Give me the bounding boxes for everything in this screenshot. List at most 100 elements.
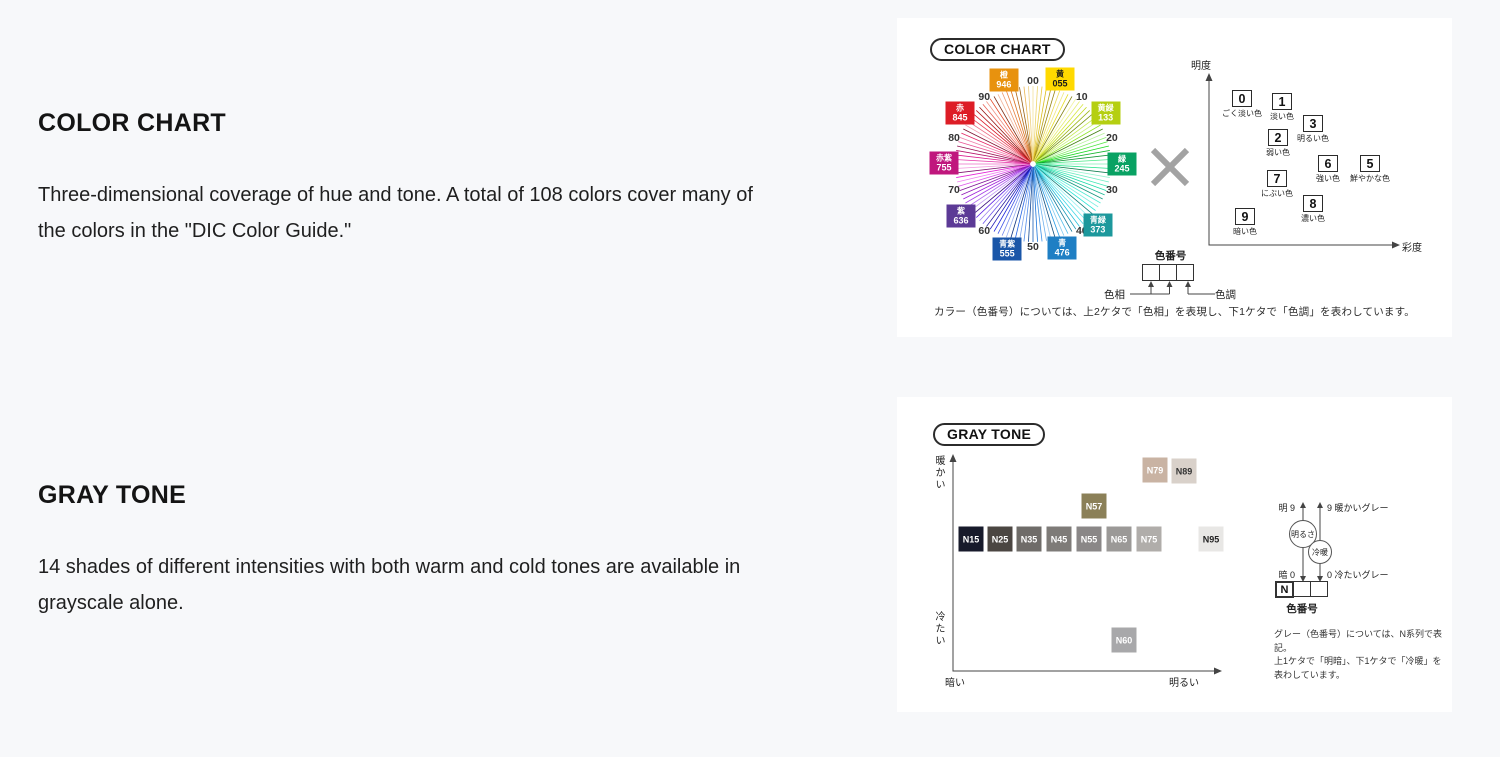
gray-tone-heading: GRAY TONE xyxy=(38,481,187,509)
tone-label: 鮮やかな色 xyxy=(1350,174,1390,183)
wheel-tick-10: 10 xyxy=(1075,90,1088,103)
hue-swatch-946: 橙 946 xyxy=(989,68,1019,92)
tone-box: 6 xyxy=(1318,155,1338,172)
bright-axis-label: 明るい xyxy=(1169,678,1199,689)
color-chart-heading: COLOR CHART xyxy=(38,109,227,137)
wheel-tick-20: 20 xyxy=(1106,132,1118,145)
color-number-connector xyxy=(1130,281,1215,295)
tone-box: 3 xyxy=(1303,115,1323,132)
n-prefix-cell: N xyxy=(1275,581,1294,598)
hue-swatch-code: 245 xyxy=(1114,163,1130,174)
hue-swatch-kanji: 赤 xyxy=(956,103,965,113)
tone-item-9: 9 暗い色 xyxy=(1233,208,1257,237)
hue-wheel-spokes xyxy=(955,86,1111,242)
color-chart-caption: カラー（色番号）については、上2ケタで「色相」を表現し、下1ケタで「色調」を表わ… xyxy=(934,306,1415,318)
tone-box: 7 xyxy=(1267,170,1287,187)
gray-tone-caption: グレー（色番号）については、N系列で表記。上1ケタで「明暗」、下1ケタで「冷暖」… xyxy=(1274,628,1452,682)
gray-caption-line: グレー（色番号）については、N系列で表記。 xyxy=(1274,629,1443,653)
gray-swatch-N55: N55 xyxy=(1076,526,1102,552)
tone-item-2: 2 弱い色 xyxy=(1266,129,1290,158)
gray-tone-badge: GRAY TONE xyxy=(933,423,1046,446)
wheel-tick-70: 70 xyxy=(948,183,960,196)
hue-swatch-code: 133 xyxy=(1098,112,1114,123)
wheel-tick-90: 90 xyxy=(978,90,991,103)
hue-swatch-kanji: 橙 xyxy=(999,70,1008,80)
hue-swatch-kanji: 青紫 xyxy=(999,239,1016,249)
tone-item-6: 6 強い色 xyxy=(1316,155,1340,184)
tone-box: 8 xyxy=(1303,195,1323,212)
warm-axis-label: 暖かい xyxy=(933,455,944,491)
hue-swatch-845: 赤 845 xyxy=(945,101,975,125)
gray-caption-line: 表わしています。 xyxy=(1274,669,1345,680)
hue-swatch-code: 845 xyxy=(952,112,968,123)
tone-label: 暗い色 xyxy=(1233,227,1257,236)
gray-color-number-label: 色番号 xyxy=(1286,603,1318,615)
hue-swatch-476: 青 476 xyxy=(1047,236,1077,260)
hue-swatch-755: 赤紫 755 xyxy=(929,151,959,175)
gray-number-boxes: N xyxy=(1275,581,1328,598)
multiply-icon xyxy=(1150,147,1190,187)
gray-swatch-N25: N25 xyxy=(987,526,1013,552)
tone-box: 0 xyxy=(1232,90,1252,107)
color-number-boxes xyxy=(1142,264,1194,281)
hue-swatch-kanji: 黄緑 xyxy=(1097,103,1114,113)
tone-label: 濃い色 xyxy=(1301,214,1325,223)
hue-swatch-kanji: 黄 xyxy=(1055,69,1064,79)
tone-label: 明るい色 xyxy=(1297,134,1329,143)
gray-swatch-N35: N35 xyxy=(1016,526,1042,552)
hue-swatch-055: 黄 055 xyxy=(1045,67,1075,91)
hue-swatch-code: 555 xyxy=(999,248,1015,259)
gray-number-cell xyxy=(1310,581,1328,597)
gray-swatch-N45: N45 xyxy=(1046,526,1072,552)
dark-axis-label: 暗い xyxy=(945,678,965,689)
hue-swatch-code: 373 xyxy=(1090,224,1106,235)
wheel-tick-00: 00 xyxy=(1027,75,1039,87)
tone-label: ごく淡い色 xyxy=(1222,109,1262,118)
gray-swatch-N75: N75 xyxy=(1136,526,1162,552)
gray-number-cell xyxy=(1293,581,1311,597)
hue-swatch-code: 476 xyxy=(1054,247,1070,258)
wheel-tick-60: 60 xyxy=(978,225,991,238)
color-number-cell xyxy=(1176,264,1194,281)
hue-swatch-245: 緑 245 xyxy=(1107,152,1137,176)
hue-swatch-kanji: 青 xyxy=(1058,238,1067,248)
color-chart-badge: COLOR CHART xyxy=(930,38,1065,61)
tone-item-8: 8 濃い色 xyxy=(1301,195,1325,224)
bright-9-label: 明 9 xyxy=(1278,503,1295,513)
tone-label: 淡い色 xyxy=(1270,112,1294,121)
tone-item-5: 5 鮮やかな色 xyxy=(1350,155,1390,184)
tone-item-0: 0 ごく淡い色 xyxy=(1222,90,1262,119)
warm-gray-9-label: 9 暖かいグレー xyxy=(1327,503,1389,513)
warm-cold-circle: 冷暖 xyxy=(1308,540,1332,564)
tone-label: にぶい色 xyxy=(1261,189,1293,198)
gray-swatch-N15: N15 xyxy=(958,526,984,552)
hue-swatch-code: 755 xyxy=(936,162,952,173)
tone-map-x-axis-label: 彩度 xyxy=(1402,243,1422,254)
gray-swatch-N95: N95 xyxy=(1198,526,1224,552)
tone-box: 9 xyxy=(1235,208,1255,225)
dark-0-label: 暗 0 xyxy=(1278,570,1295,580)
gray-swatch-N60: N60 xyxy=(1111,627,1137,653)
color-chart-description: Three-dimensional coverage of hue and to… xyxy=(38,184,753,242)
hue-swatch-code: 946 xyxy=(996,79,1012,90)
tone-box: 5 xyxy=(1360,155,1380,172)
tone-arrow-label: 色調 xyxy=(1215,289,1236,301)
cold-axis-label: 冷たい xyxy=(933,611,944,647)
hue-swatch-133: 黄緑 133 xyxy=(1091,101,1121,125)
hue-swatch-373: 青緑 373 xyxy=(1083,213,1113,237)
hue-swatch-555: 青紫 555 xyxy=(992,237,1022,261)
tone-item-7: 7 にぶい色 xyxy=(1261,170,1293,199)
gray-swatch-N89: N89 xyxy=(1171,458,1197,484)
color-chart-card: COLOR CHART 00 10 20 30 40 50 60 70 80 90 橙 946 黄 055… xyxy=(897,18,1452,337)
hue-arrow-label: 色相 xyxy=(1104,289,1125,301)
tone-box: 1 xyxy=(1272,93,1292,110)
tone-label: 強い色 xyxy=(1316,174,1340,183)
hue-swatch-kanji: 紫 xyxy=(957,206,965,216)
hue-swatch-kanji: 青緑 xyxy=(1089,215,1106,225)
tone-item-3: 3 明るい色 xyxy=(1297,115,1329,144)
gray-caption-line: 上1ケタで「明暗」、下1ケタで「冷暖」を xyxy=(1274,656,1442,666)
wheel-tick-40: 40 xyxy=(1075,225,1088,238)
gray-tone-card: GRAY TONE 暖かい 冷たい 暗い 明るい N15 N25 N35 N45 N55… xyxy=(897,397,1452,712)
wheel-tick-50: 50 xyxy=(1027,241,1039,253)
tone-item-1: 1 淡い色 xyxy=(1270,93,1294,122)
